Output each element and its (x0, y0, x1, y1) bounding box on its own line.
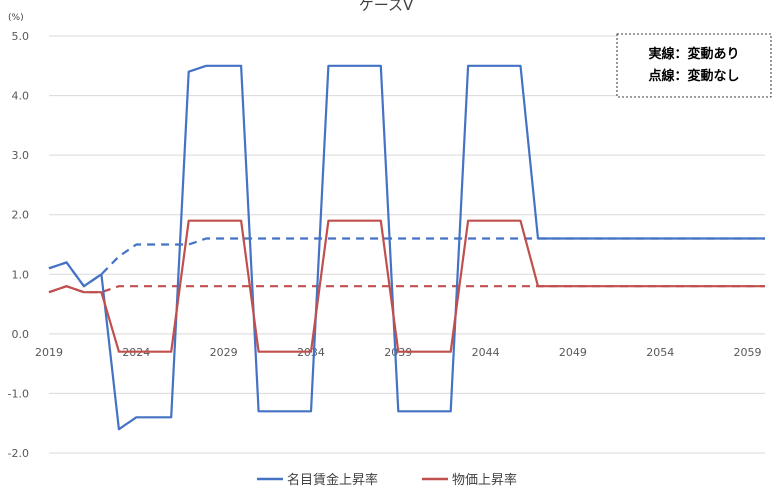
chart-title: ケースⅤ (359, 0, 414, 14)
annotation-box: 実線：変動あり 点線：変動なし (616, 33, 772, 98)
y-tick-label: 4.0 (12, 90, 30, 103)
series-line-1 (48, 219, 765, 353)
y-tick-label: 0.0 (12, 328, 30, 341)
x-tick-label: 2044 (472, 346, 500, 359)
series-lines (48, 64, 765, 431)
x-tick-label: 2059 (734, 346, 762, 359)
y-tick-label: 5.0 (12, 30, 30, 43)
annotation-solid: 実線：変動あり (648, 46, 739, 62)
x-tick-label: 2029 (210, 346, 238, 359)
legend-label-price: 物価上昇率 (452, 472, 517, 487)
unit-label: (%) (8, 13, 24, 23)
y-axis: 5.0 4.0 3.0 2.0 1.0 0.0 -1.0 -2.0 (8, 30, 29, 460)
legend-label-wage: 名目賃金上昇率 (287, 472, 378, 487)
x-tick-label: 2054 (646, 346, 674, 359)
legend: 名目賃金上昇率 物価上昇率 (257, 472, 517, 487)
gridlines (49, 35, 765, 454)
y-tick-label: 3.0 (12, 149, 30, 162)
y-tick-label: 2.0 (12, 209, 30, 222)
annotation-dashed: 点線：変動なし (648, 68, 739, 84)
y-tick-label: -2.0 (8, 447, 29, 460)
series-line-2 (48, 237, 765, 288)
y-tick-label: -1.0 (8, 387, 29, 400)
x-axis: 2019 2024 2029 2034 2039 2044 2049 2054 2059 (35, 346, 762, 359)
y-tick-label: 1.0 (12, 268, 30, 281)
x-tick-label: 2049 (559, 346, 587, 359)
series-line-0 (48, 64, 765, 431)
x-tick-label: 2019 (35, 346, 63, 359)
